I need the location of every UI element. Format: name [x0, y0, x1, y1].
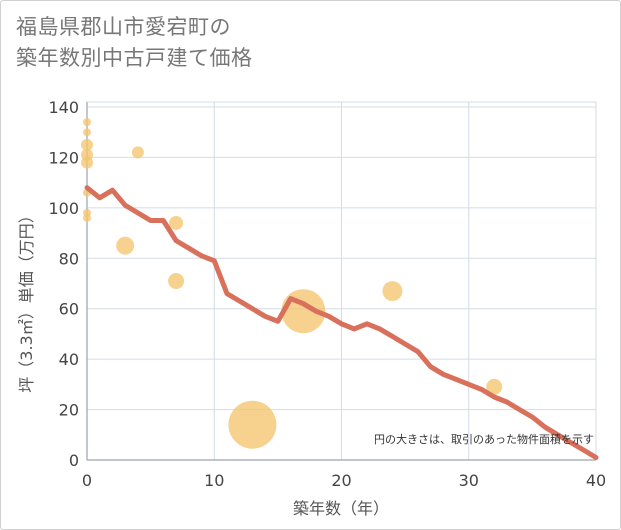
bubble-point-4 — [81, 156, 93, 169]
y-tick-label-100: 100 — [48, 199, 79, 218]
trend-line — [84, 185, 599, 460]
x-tick-label-10: 10 — [204, 471, 224, 490]
y-tick-label-60: 60 — [59, 300, 79, 319]
bubble-point-9 — [116, 236, 135, 255]
grid-lines — [86, 101, 597, 461]
x-tick-label-30: 30 — [459, 471, 479, 490]
y-tick-label-40: 40 — [59, 350, 79, 369]
y-axis-label: 坪（3.3㎡）単価（万円） — [17, 207, 36, 392]
x-tick-label-20: 20 — [331, 471, 351, 490]
bubble-point-0 — [83, 118, 91, 127]
bubble-point-11 — [168, 272, 185, 289]
bubble-point-10 — [169, 215, 184, 230]
bubble-point-14 — [382, 281, 403, 302]
y-tick-label-20: 20 — [59, 401, 79, 420]
tick-labels: 0 20 40 60 80 100 120 140 0 10 20 30 40 — [48, 98, 606, 490]
bubble-point-15 — [486, 378, 503, 395]
chart-title-line1: 福島県郡山市愛宕町の — [16, 15, 231, 39]
trend-line-series — [84, 185, 599, 460]
bubble-point-2 — [81, 138, 93, 151]
y-tick-label-120: 120 — [48, 148, 79, 167]
x-tick-label-0: 0 — [82, 471, 92, 490]
y-tick-label-0: 0 — [69, 451, 79, 470]
bubble-point-1 — [83, 128, 91, 137]
chart-title-line2: 築年数別中古戸建て価格 — [16, 46, 253, 70]
bubble-series — [81, 118, 503, 449]
bubble-point-12 — [228, 400, 277, 449]
bubble-point-7 — [83, 213, 91, 222]
x-tick-label-40: 40 — [586, 471, 606, 490]
y-tick-label-140: 140 — [48, 98, 79, 117]
bubble-point-8 — [131, 146, 144, 159]
chart-title: 福島県郡山市愛宕町の 築年数別中古戸建て価格 — [16, 12, 253, 74]
y-tick-label-80: 80 — [59, 249, 79, 268]
size-note: 円の大きさは、取引のあった物件面積を示す — [374, 432, 594, 446]
x-axis-label: 築年数（年） — [293, 499, 389, 518]
